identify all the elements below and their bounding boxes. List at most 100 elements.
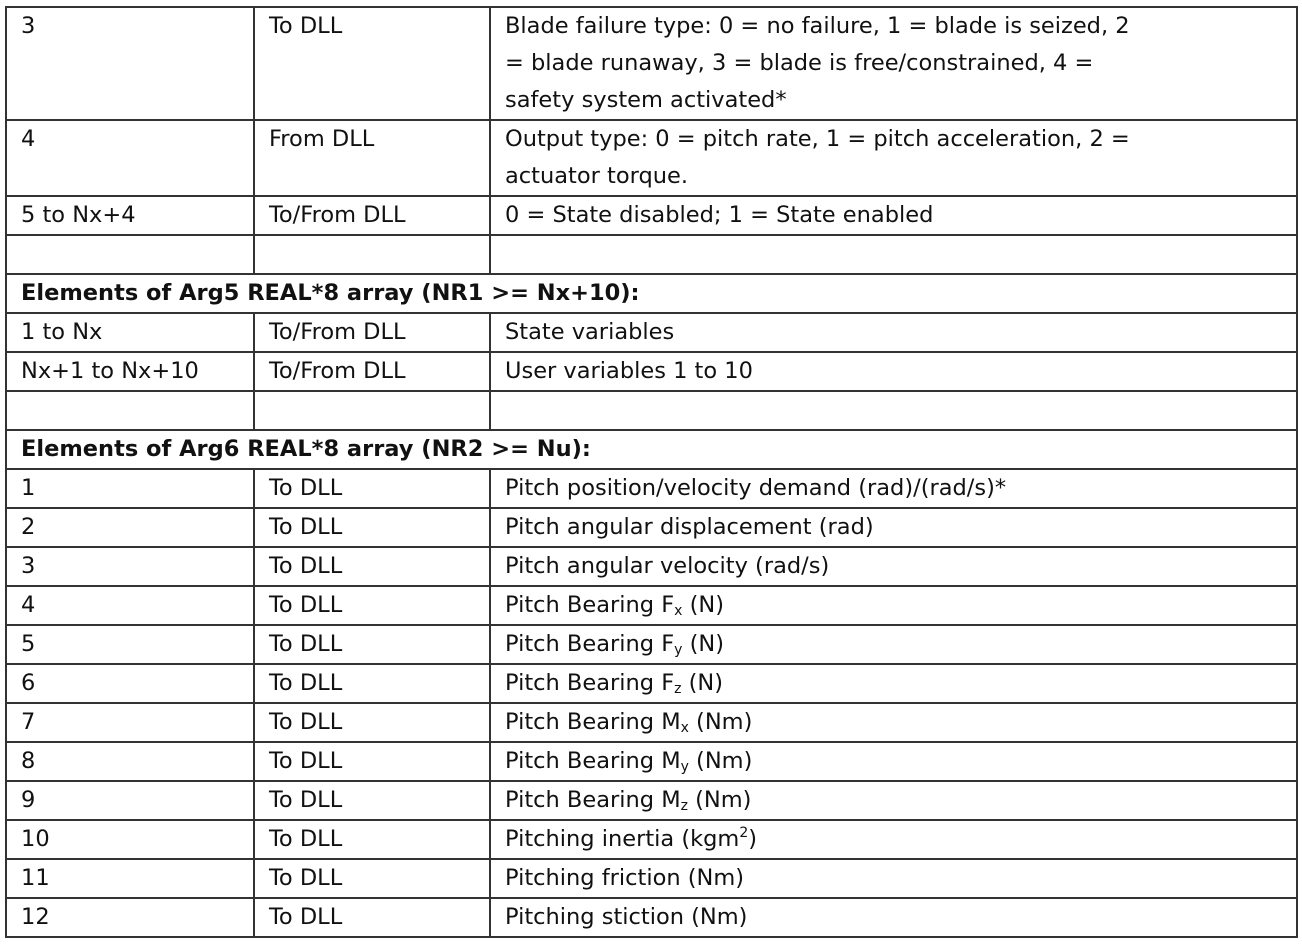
element-index: 5 to Nx+4: [5, 195, 255, 236]
description-unit: (Nm): [687, 787, 752, 813]
table-row: 1 to Nx To/From DLL State variables: [5, 312, 1298, 353]
direction: From DLL: [253, 119, 491, 197]
element-index: 5: [5, 624, 255, 665]
description: Pitch angular velocity (rad/s): [489, 546, 1298, 587]
element-index: 2: [5, 507, 255, 548]
direction: To DLL: [253, 624, 491, 665]
description: Pitch angular displacement (rad): [489, 507, 1298, 548]
empty-row: [5, 390, 1298, 431]
description-text: Pitch Bearing F: [505, 670, 675, 696]
table-row: 2 To DLL Pitch angular displacement (rad): [5, 507, 1298, 548]
description-line: Pitching stiction (Nm): [505, 904, 748, 930]
element-index: 1: [5, 468, 255, 509]
direction: To DLL: [253, 546, 491, 587]
table-row: 11 To DLL Pitching friction (Nm): [5, 858, 1298, 899]
table-row: 4 To DLL Pitch Bearing Fx (N): [5, 585, 1298, 626]
subscript: y: [680, 759, 689, 775]
description: Pitch Bearing Fx (N): [489, 585, 1298, 626]
table-row: 7 To DLL Pitch Bearing Mx (Nm): [5, 702, 1298, 743]
subscript: x: [680, 720, 689, 736]
description-line: Pitching friction (Nm): [505, 865, 745, 891]
description-line: Pitch angular velocity (rad/s): [505, 553, 830, 579]
description: Pitch Bearing Mz (Nm): [489, 780, 1298, 821]
element-index: 10: [5, 819, 255, 860]
description-line: = blade runaway, 3 = blade is free/const…: [505, 50, 1094, 76]
element-index: 7: [5, 702, 255, 743]
description-text: Pitch Bearing M: [505, 787, 681, 813]
subscript: z: [680, 798, 688, 814]
description: User variables 1 to 10: [489, 351, 1298, 392]
description: Pitching friction (Nm): [489, 858, 1298, 899]
description: Output type: 0 = pitch rate, 1 = pitch a…: [489, 119, 1298, 197]
description-text: Pitching inertia (kgm: [505, 826, 740, 852]
element-index: Nx+1 to Nx+10: [5, 351, 255, 392]
table-row: 6 To DLL Pitch Bearing Fz (N): [5, 663, 1298, 704]
element-index: 3: [5, 546, 255, 587]
superscript: 2: [739, 825, 749, 841]
empty-cell: [489, 234, 1298, 275]
element-index: 4: [5, 585, 255, 626]
table-row: Nx+1 to Nx+10 To/From DLL User variables 1…: [5, 351, 1298, 392]
table-row: 1 To DLL Pitch position/velocity demand (r…: [5, 468, 1298, 509]
description-text: Pitch Bearing F: [505, 631, 675, 657]
description: 0 = State disabled; 1 = State enabled: [489, 195, 1298, 236]
direction: To DLL: [253, 702, 491, 743]
direction: To DLL: [253, 741, 491, 782]
description: Pitch Bearing Fy (N): [489, 624, 1298, 665]
direction: To/From DLL: [253, 195, 491, 236]
description-unit: (Nm): [688, 709, 753, 735]
direction: To DLL: [253, 819, 491, 860]
subscript: x: [674, 603, 683, 619]
description-line: Blade failure type: 0 = no failure, 1 = …: [505, 13, 1130, 39]
empty-cell: [5, 390, 255, 431]
element-index: 11: [5, 858, 255, 899]
element-index: 8: [5, 741, 255, 782]
table-row: 12 To DLL Pitching stiction (Nm): [5, 897, 1298, 938]
section-header: Elements of Arg6 REAL*8 array (NR2 >= Nu…: [5, 429, 1298, 470]
description-line: State variables: [505, 319, 675, 345]
direction: To/From DLL: [253, 312, 491, 353]
description: State variables: [489, 312, 1298, 353]
element-index: 1 to Nx: [5, 312, 255, 353]
subscript: z: [674, 681, 682, 697]
subscript: y: [674, 642, 683, 658]
description-line: Pitch angular displacement (rad): [505, 514, 874, 540]
direction: To DLL: [253, 780, 491, 821]
table-row: 5 To DLL Pitch Bearing Fy (N): [5, 624, 1298, 665]
section-header-row: Elements of Arg5 REAL*8 array (NR1 >= Nx…: [5, 273, 1298, 314]
description-line: Pitch position/velocity demand (rad)/(ra…: [505, 475, 1007, 501]
description-text: Pitch Bearing M: [505, 709, 681, 735]
description-text: Pitch Bearing M: [505, 748, 681, 774]
empty-cell: [253, 234, 491, 275]
table-row: 8 To DLL Pitch Bearing My (Nm): [5, 741, 1298, 782]
element-index: 4: [5, 119, 255, 197]
element-index: 12: [5, 897, 255, 938]
description-unit: (Nm): [688, 748, 753, 774]
element-index: 6: [5, 663, 255, 704]
description-line: User variables 1 to 10: [505, 358, 753, 384]
element-index: 3: [5, 6, 255, 121]
description-unit: (N): [681, 670, 724, 696]
direction: To DLL: [253, 6, 491, 121]
table-row: 3 To DLL Blade failure type: 0 = no failur…: [5, 6, 1298, 121]
table-row: 9 To DLL Pitch Bearing Mz (Nm): [5, 780, 1298, 821]
description: Blade failure type: 0 = no failure, 1 = …: [489, 6, 1298, 121]
table-row: 4 From DLL Output type: 0 = pitch rate, 1 …: [5, 119, 1298, 197]
direction: To/From DLL: [253, 351, 491, 392]
empty-row: [5, 234, 1298, 275]
description: Pitch Bearing Mx (Nm): [489, 702, 1298, 743]
direction: To DLL: [253, 858, 491, 899]
direction: To DLL: [253, 897, 491, 938]
table-row: 5 to Nx+4 To/From DLL 0 = State disabled; …: [5, 195, 1298, 236]
empty-cell: [253, 390, 491, 431]
description-line: safety system activated*: [505, 87, 787, 113]
description-line: 0 = State disabled; 1 = State enabled: [505, 202, 934, 228]
description-unit: (N): [682, 592, 724, 618]
description-text: Pitch Bearing F: [505, 592, 675, 618]
element-index: 9: [5, 780, 255, 821]
direction: To DLL: [253, 507, 491, 548]
description: Pitch position/velocity demand (rad)/(ra…: [489, 468, 1298, 509]
direction: To DLL: [253, 663, 491, 704]
direction: To DLL: [253, 585, 491, 626]
description-line: Output type: 0 = pitch rate, 1 = pitch a…: [505, 126, 1130, 152]
